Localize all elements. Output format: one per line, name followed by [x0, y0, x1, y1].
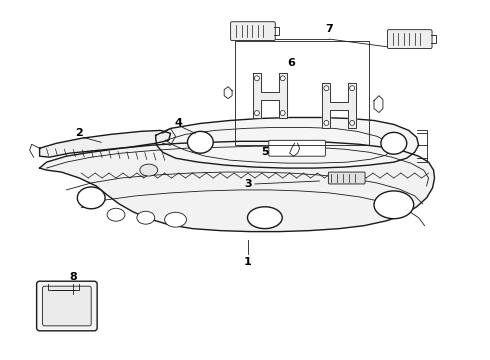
Text: 2: 2 [75, 129, 83, 138]
FancyBboxPatch shape [37, 281, 97, 331]
Ellipse shape [374, 191, 414, 219]
Polygon shape [40, 130, 171, 157]
Ellipse shape [381, 132, 407, 154]
Polygon shape [253, 73, 287, 118]
Ellipse shape [247, 207, 282, 229]
FancyBboxPatch shape [43, 286, 91, 326]
Circle shape [254, 76, 259, 81]
Ellipse shape [188, 131, 213, 153]
FancyBboxPatch shape [231, 22, 275, 41]
Circle shape [254, 111, 259, 116]
FancyArrowPatch shape [144, 166, 153, 167]
Polygon shape [322, 83, 356, 128]
Circle shape [324, 121, 329, 125]
Text: 7: 7 [325, 24, 333, 34]
FancyBboxPatch shape [269, 140, 325, 156]
Polygon shape [156, 117, 418, 168]
Text: 8: 8 [70, 272, 77, 282]
Ellipse shape [77, 187, 105, 209]
Ellipse shape [107, 208, 125, 221]
Circle shape [280, 111, 285, 116]
Circle shape [324, 86, 329, 91]
Circle shape [350, 121, 355, 125]
Ellipse shape [165, 212, 187, 227]
Circle shape [350, 86, 355, 91]
Text: 1: 1 [244, 257, 252, 267]
Text: 4: 4 [174, 118, 182, 129]
Text: 5: 5 [261, 147, 269, 157]
FancyBboxPatch shape [328, 172, 365, 184]
Ellipse shape [140, 164, 158, 176]
Bar [235, 41, 369, 145]
Text: 3: 3 [244, 179, 252, 189]
Text: 6: 6 [288, 58, 295, 68]
Ellipse shape [137, 211, 155, 224]
Circle shape [280, 76, 285, 81]
Polygon shape [40, 141, 435, 231]
FancyBboxPatch shape [388, 30, 432, 49]
